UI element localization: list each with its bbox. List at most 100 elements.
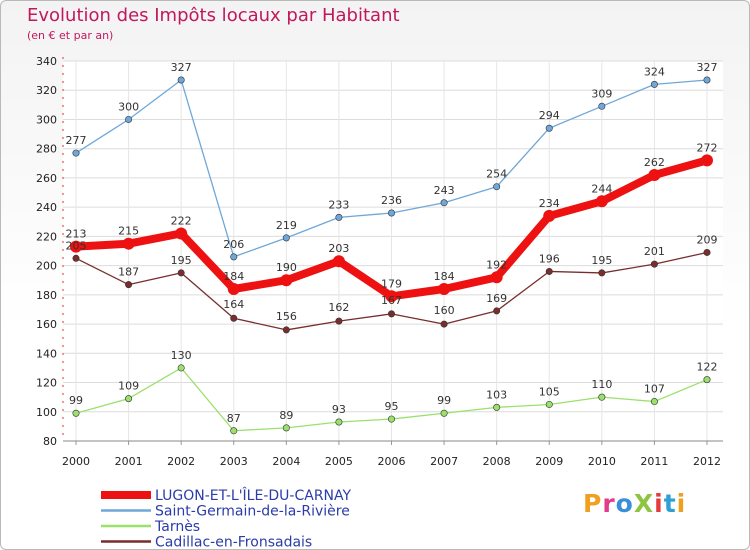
data-point — [280, 274, 293, 287]
x-tick-label: 2011 — [640, 455, 668, 468]
data-point — [282, 234, 290, 242]
data-label: 95 — [385, 400, 399, 413]
data-point — [493, 307, 501, 315]
y-tick-label: 200 — [36, 260, 57, 273]
data-point — [177, 76, 185, 84]
data-label: 215 — [118, 225, 139, 238]
series-2 — [72, 364, 711, 435]
x-tick-label: 2006 — [378, 455, 406, 468]
data-label: 236 — [381, 194, 402, 207]
data-label: 201 — [644, 245, 665, 258]
x-tick-label: 2003 — [220, 455, 248, 468]
data-point — [493, 403, 501, 411]
data-point — [387, 415, 395, 423]
x-tick-label: 2010 — [588, 455, 616, 468]
data-point — [387, 310, 395, 318]
data-label: 122 — [697, 361, 718, 374]
data-label: 184 — [223, 270, 244, 283]
data-point — [230, 314, 238, 322]
data-point — [595, 195, 608, 208]
data-point — [282, 326, 290, 334]
logo-letter: o — [615, 489, 634, 518]
data-point — [598, 393, 606, 401]
y-tick-label: 160 — [36, 318, 57, 331]
legend-entry: LUGON-ET-L'ÎLE-DU-CARNAY — [155, 486, 352, 504]
data-point — [490, 271, 503, 284]
data-label: 107 — [644, 383, 665, 396]
data-label: 300 — [118, 100, 139, 113]
y-tick-label: 80 — [43, 435, 57, 448]
y-tick-label: 100 — [36, 406, 57, 419]
data-point — [175, 227, 188, 240]
data-label: 209 — [697, 233, 718, 246]
data-label: 233 — [328, 198, 349, 211]
y-tick-label: 340 — [36, 55, 57, 68]
data-point — [70, 240, 82, 253]
y-tick-label: 260 — [36, 172, 57, 185]
data-point — [545, 400, 553, 408]
data-point — [598, 102, 606, 110]
logo-letter: r — [602, 489, 616, 518]
data-point — [332, 255, 345, 268]
data-label: 89 — [279, 409, 293, 422]
data-label: 219 — [276, 219, 297, 232]
y-tick-label: 220 — [36, 230, 57, 243]
data-point — [125, 115, 133, 123]
data-point — [125, 395, 133, 403]
legend-entry: Saint-Germain-de-la-Rivière — [155, 504, 350, 520]
data-label: 205 — [66, 239, 87, 252]
data-point — [72, 409, 80, 417]
data-point — [72, 254, 80, 262]
data-label: 195 — [591, 254, 612, 267]
data-point — [545, 267, 553, 275]
data-label: 169 — [486, 292, 507, 305]
data-label: 234 — [539, 197, 560, 210]
data-point — [648, 169, 661, 181]
data-point — [438, 283, 451, 295]
data-point — [440, 199, 448, 207]
data-label: 130 — [171, 349, 192, 362]
chart-subtitle: (en € et par an) — [27, 29, 114, 42]
data-label: 206 — [223, 238, 244, 251]
data-label: 184 — [434, 270, 455, 283]
data-label: 243 — [434, 184, 455, 197]
data-label: 187 — [118, 266, 139, 279]
x-tick-label: 2005 — [325, 455, 353, 468]
data-point — [335, 213, 343, 221]
x-tick-label: 2002 — [167, 455, 195, 468]
logo-letter: i — [654, 489, 664, 518]
x-tick-label: 2004 — [272, 455, 300, 468]
y-tick-label: 300 — [36, 113, 57, 126]
series-3 — [72, 248, 711, 334]
data-point — [282, 424, 290, 432]
y-tick-label: 320 — [36, 84, 57, 97]
data-point — [177, 269, 185, 277]
data-label: 160 — [434, 304, 455, 317]
x-tick-label: 2008 — [483, 455, 511, 468]
x-tick-label: 2000 — [62, 455, 90, 468]
data-label: 87 — [227, 412, 241, 425]
data-label: 195 — [171, 254, 192, 267]
data-label: 262 — [644, 156, 665, 169]
y-tick-label: 120 — [36, 377, 57, 390]
data-label: 192 — [486, 258, 507, 271]
data-label: 272 — [697, 141, 718, 154]
series-1 — [72, 76, 711, 261]
data-point — [385, 290, 398, 303]
legend-entry: Cadillac-en-Fronsadais — [155, 535, 312, 550]
data-point — [650, 260, 658, 268]
series-0 — [70, 154, 713, 303]
chart-title: Evolution des Impôts locaux par Habitant — [27, 5, 400, 26]
data-point — [650, 398, 658, 406]
x-tick-label: 2009 — [535, 455, 563, 468]
data-point — [72, 149, 80, 157]
data-label: 294 — [539, 109, 560, 122]
data-label: 167 — [381, 294, 402, 307]
data-label: 277 — [66, 134, 87, 147]
proxiti-logo: ProXiti — [583, 489, 686, 518]
plot-area — [63, 61, 723, 441]
data-label: 196 — [539, 252, 560, 265]
logo-letter: i — [676, 489, 687, 518]
data-point — [335, 418, 343, 426]
